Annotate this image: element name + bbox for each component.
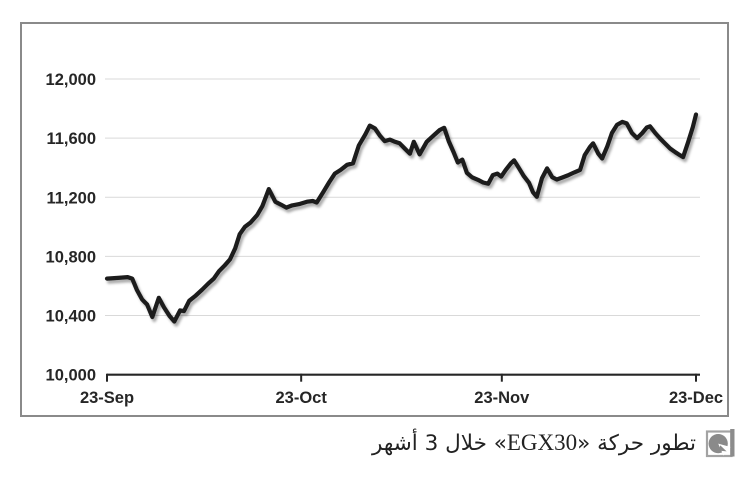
chart-border: [20, 22, 729, 417]
y-tick-label: 10,400: [46, 308, 96, 326]
y-tick-label: 11,600: [46, 130, 96, 148]
caption-prefix: تطور حركة «: [577, 431, 696, 457]
caption-ticker: EGX30: [506, 430, 578, 456]
caption-suffix: » خلال 3 أشهر: [371, 431, 507, 457]
egx30-line-chart: 10,000 10,400 10,800 11,200 11,600 12,000 23-S…: [20, 22, 729, 417]
x-tick-label: 23-Dec: [669, 389, 723, 407]
egx30-series-line: [104, 112, 699, 324]
pie-chart-icon: [705, 428, 736, 459]
x-tick-label: 23-Sep: [80, 389, 134, 407]
y-tick-label: 10,000: [46, 367, 96, 385]
y-tick-label: 10,800: [46, 248, 96, 266]
y-tick-label: 11,200: [46, 189, 96, 207]
caption-text: تطور حركة «EGX30» خلال 3 أشهر: [372, 429, 696, 458]
y-tick-label: 12,000: [46, 71, 96, 89]
x-tick-label: 23-Nov: [474, 389, 530, 407]
x-tick-label: 23-Oct: [275, 389, 327, 407]
chart-caption: تطور حركة «EGX30» خلال 3 أشهر: [0, 424, 746, 459]
